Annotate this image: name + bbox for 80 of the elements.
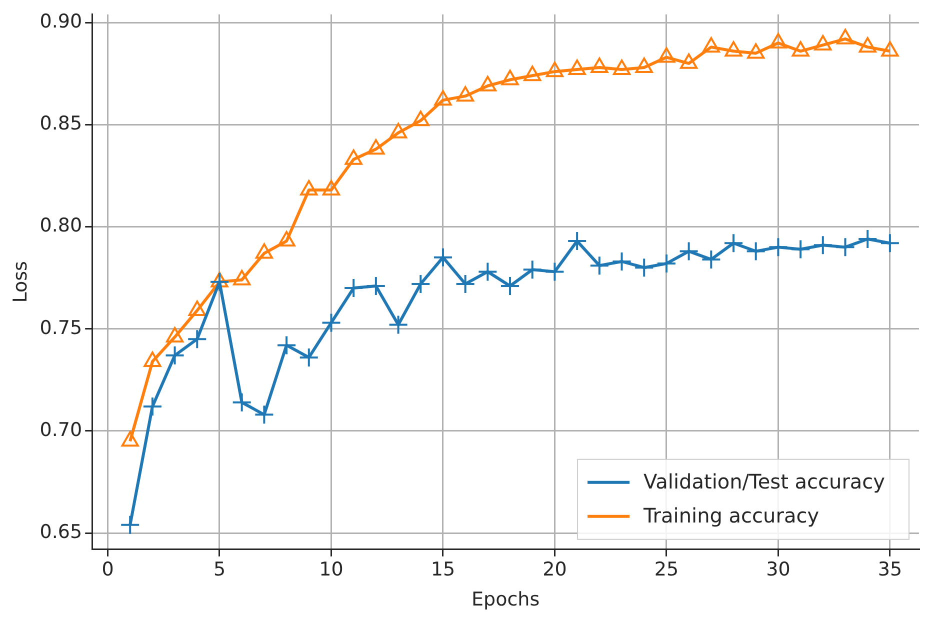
point (656, 254, 676, 274)
point (322, 180, 340, 196)
point (524, 66, 542, 82)
point (546, 62, 564, 78)
point (589, 256, 610, 276)
point (635, 57, 653, 73)
point (702, 37, 720, 53)
y-tick-label: 0.80 (40, 214, 82, 237)
point (232, 392, 252, 412)
point (835, 237, 856, 258)
point (544, 262, 565, 282)
point (612, 251, 632, 272)
y-axis-title: Loss (9, 261, 32, 303)
point (724, 233, 744, 254)
point (680, 53, 698, 69)
point (612, 60, 631, 76)
point (298, 347, 319, 368)
x-tick-label: 35 (878, 558, 902, 581)
point (814, 35, 832, 51)
x-tick-label: 0 (102, 558, 114, 581)
point (678, 241, 699, 262)
point (455, 274, 476, 294)
y-tick-label: 0.75 (40, 316, 82, 339)
point (567, 231, 588, 252)
x-tick-label: 25 (654, 558, 679, 581)
point (590, 57, 608, 73)
x-tick-label: 20 (542, 558, 567, 581)
point (344, 149, 362, 165)
point (478, 76, 496, 92)
point (658, 47, 676, 63)
point (410, 274, 431, 294)
point (501, 70, 519, 86)
point (836, 28, 854, 44)
point (858, 229, 878, 250)
point (634, 258, 654, 278)
point (747, 43, 765, 59)
point (142, 396, 162, 416)
point (254, 404, 274, 425)
point (367, 139, 385, 155)
point (769, 32, 787, 48)
point (164, 345, 185, 366)
point (500, 276, 520, 296)
point (434, 90, 452, 106)
point (746, 241, 766, 262)
point (724, 41, 742, 57)
point (389, 122, 408, 138)
point (478, 262, 498, 282)
y-tick-label: 0.65 (40, 521, 82, 543)
x-tick-label: 15 (430, 558, 456, 581)
point (321, 312, 342, 333)
x-tick-label: 5 (213, 558, 226, 581)
point (276, 335, 297, 356)
point (522, 260, 542, 280)
point (432, 247, 453, 268)
point (858, 37, 876, 53)
point (344, 278, 364, 298)
point (300, 180, 318, 196)
point (768, 237, 788, 258)
point (812, 235, 833, 256)
point (209, 272, 230, 292)
point (792, 41, 810, 57)
point (701, 249, 722, 270)
y-tick-label: 0.90 (40, 10, 82, 33)
legend-label: Training accuracy (642, 504, 820, 528)
legend-label: Validation/Test accuracy (644, 470, 886, 494)
point (187, 329, 208, 350)
point (456, 86, 474, 102)
y-tick-label: 0.70 (40, 418, 82, 441)
point (880, 233, 900, 254)
x-axis-title: Epochs (472, 588, 540, 611)
point (790, 239, 811, 260)
point (412, 110, 430, 126)
x-tick-label: 10 (319, 558, 344, 581)
point (388, 314, 408, 335)
point (881, 41, 899, 57)
point (568, 60, 586, 76)
point (366, 276, 386, 296)
point (278, 231, 296, 247)
x-tick-label: 30 (766, 558, 790, 581)
y-tick-label: 0.85 (40, 112, 82, 135)
